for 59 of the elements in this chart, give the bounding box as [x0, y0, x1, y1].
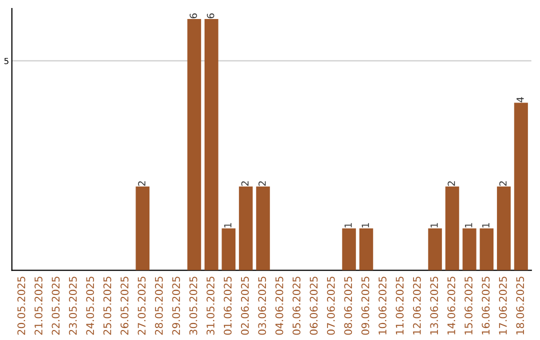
bar: [445, 186, 460, 270]
data-label: 2: [138, 181, 146, 186]
x-tick-label: 28.05.2025: [154, 276, 163, 335]
data-label: 2: [499, 181, 507, 186]
bar: [204, 18, 218, 270]
x-tick-label: 23.05.2025: [68, 276, 77, 335]
x-tick-label: 12.06.2025: [412, 276, 421, 334]
data-label: 2: [241, 181, 248, 186]
x-tick-label: 24.05.2025: [86, 276, 94, 335]
x-tick-label: 14.06.2025: [447, 276, 456, 334]
x-tick-label: 25.05.2025: [103, 276, 112, 335]
bar: [496, 186, 511, 270]
x-tick-label: 09.06.2025: [361, 276, 370, 335]
x-tick-label: 05.06.2025: [292, 276, 300, 335]
x-tick-label: 04.06.2025: [275, 276, 284, 335]
x-tick-label: 22.05.2025: [52, 276, 60, 335]
bar: [342, 228, 356, 270]
data-label: 6: [206, 13, 214, 18]
x-tick-label: 21.05.2025: [34, 276, 42, 335]
data-label: 6: [190, 13, 198, 18]
bar: [462, 228, 476, 270]
x-tick-label: 11.06.2025: [396, 276, 404, 334]
x-tick-label: 26.05.2025: [120, 276, 128, 335]
data-label: 1: [430, 223, 438, 228]
data-label: 1: [362, 223, 369, 228]
x-tick-label: 16.06.2025: [482, 276, 490, 334]
x-tick-label: 15.06.2025: [464, 276, 472, 334]
data-label: 4: [516, 97, 524, 102]
x-tick-label: 13.06.2025: [430, 276, 438, 334]
x-tick-label: 06.06.2025: [310, 276, 318, 335]
x-tick-label: 03.06.2025: [258, 276, 266, 335]
data-label: 1: [344, 223, 352, 228]
data-label: 2: [448, 181, 455, 186]
x-tick-label: 30.05.2025: [189, 276, 198, 335]
bar: [222, 228, 236, 270]
bar: [480, 228, 494, 270]
data-label: 2: [258, 181, 266, 186]
x-tick-label: 08.06.2025: [344, 276, 352, 335]
x-tick-label: 20.05.2025: [17, 276, 26, 335]
data-label: 1: [224, 223, 232, 228]
x-tick-label: 10.06.2025: [378, 276, 386, 334]
x-tick-label: 17.06.2025: [498, 276, 507, 334]
data-label: 1: [482, 223, 490, 228]
bar: [359, 228, 374, 270]
x-tick-label: 31.05.2025: [206, 276, 214, 335]
bar: [187, 18, 202, 270]
x-tick-label: 27.05.2025: [138, 276, 146, 335]
bar: [514, 102, 528, 270]
x-tick-label: 29.05.2025: [172, 276, 180, 335]
data-label: 1: [465, 223, 472, 228]
x-tick-label: 18.06.2025: [516, 276, 524, 334]
bar: [136, 186, 150, 270]
bar: [238, 186, 253, 270]
bar: [428, 228, 442, 270]
x-tick-label: 01.06.2025: [224, 276, 232, 335]
bar: [256, 186, 270, 270]
y-tick-label: 5: [4, 58, 8, 64]
x-tick-label: 02.06.2025: [240, 276, 249, 335]
x-tick-label: 07.06.2025: [326, 276, 335, 335]
